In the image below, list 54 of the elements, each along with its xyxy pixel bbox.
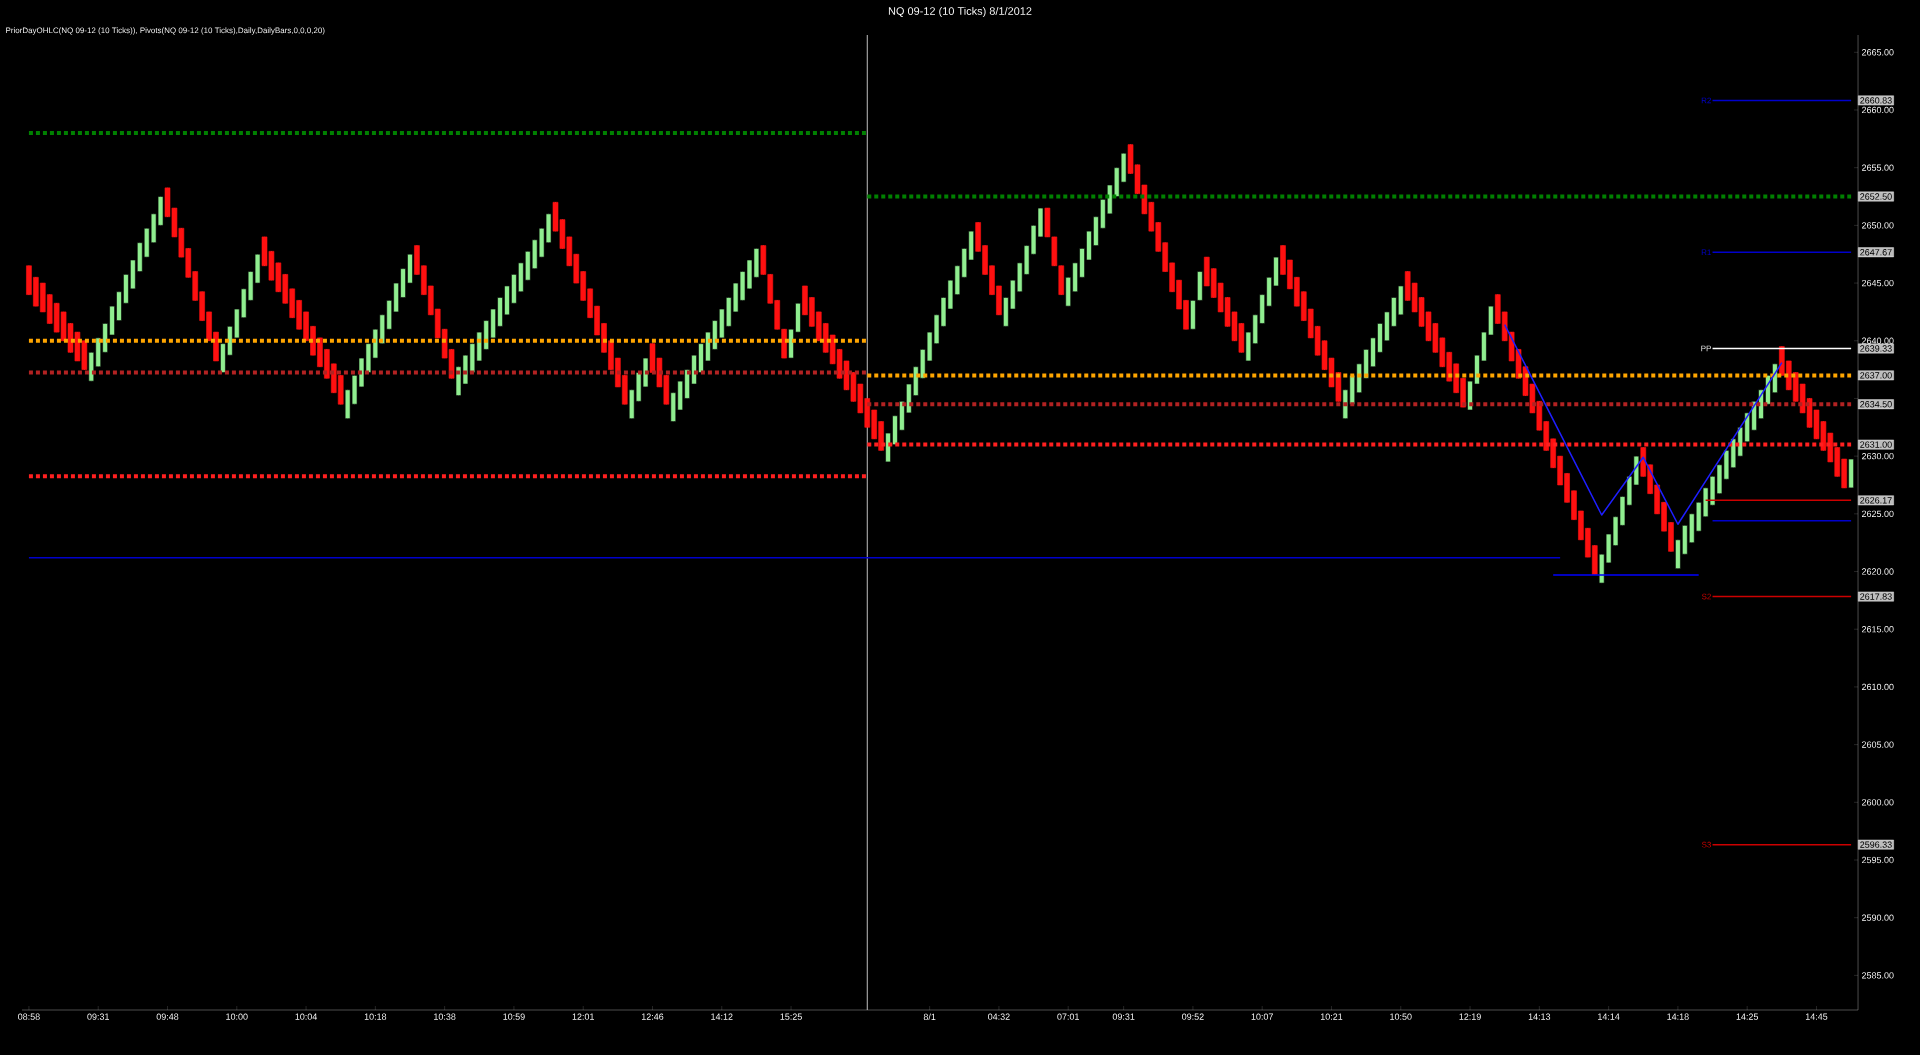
x-tick-label: 09:48: [156, 1013, 179, 1020]
x-tick-label: 14:45: [1805, 1013, 1828, 1020]
y2-tick-label: 2647.67: [1860, 249, 1892, 256]
y-tick-label: 2620.00: [1862, 568, 1894, 575]
x-tick-label: 10:07: [1251, 1013, 1273, 1020]
x-tick-label: 10:38: [434, 1013, 456, 1020]
y-tick-label: 2630.00: [1862, 452, 1894, 460]
x-tick-label: 08:58: [18, 1013, 40, 1020]
y2-tick-label: 2631.00: [1860, 441, 1892, 448]
x-tick-label: 12:01: [572, 1013, 594, 1020]
chart-title: NQ 09-12 (10 Ticks) 8/1/2012: [888, 6, 1032, 18]
x-tick-label: 10:04: [295, 1013, 318, 1020]
x-tick-label: 07:01: [1057, 1013, 1079, 1020]
y2-tick-label: 2660.83: [1860, 97, 1892, 104]
y-tick-label: 2645.00: [1862, 279, 1894, 287]
y2-tick-label: 2596.33: [1860, 841, 1892, 848]
x-tick-label: 14:14: [1598, 1013, 1620, 1020]
y-tick-label: 2610.00: [1862, 683, 1894, 691]
x-tick-label: 14:13: [1528, 1013, 1551, 1020]
y-tick-label: 2665.00: [1862, 49, 1894, 56]
x-tick-label: 09:31: [1112, 1013, 1135, 1020]
x-tick-label: 8/1: [923, 1013, 936, 1021]
x-tick-label: 12:19: [1459, 1013, 1481, 1020]
x-tick-label: 14:18: [1667, 1013, 1689, 1020]
y2-tick-label: 2637.00: [1860, 372, 1892, 379]
y-tick-label: 2655.00: [1862, 164, 1894, 171]
y2-tick-label: 2639.33: [1860, 345, 1892, 352]
y2-tick-label: 2634.50: [1860, 401, 1892, 408]
y-tick-label: 2590.00: [1862, 914, 1894, 921]
y2-tick-label: 2626.17: [1860, 497, 1892, 504]
y2-tick-label: 2617.83: [1860, 593, 1892, 600]
x-tick-label: 09:31: [87, 1013, 109, 1020]
y-tick-label: 2600.00: [1862, 799, 1894, 806]
y-tick-label: 2585.00: [1862, 972, 1894, 979]
y-tick-label: 2595.00: [1862, 856, 1894, 864]
x-tick-label: 09:52: [1182, 1013, 1204, 1020]
x-tick-label: 10:18: [364, 1013, 387, 1020]
y-tick-label: 2625.00: [1862, 510, 1894, 518]
y-tick-label: 2660.00: [1862, 106, 1894, 114]
x-tick-label: 10:50: [1390, 1013, 1412, 1020]
y-tick-label: 2650.00: [1862, 222, 1894, 229]
y-tick-label: 2640.00: [1862, 337, 1894, 344]
y2-tick-label: 2652.50: [1860, 193, 1892, 200]
x-tick-label: 14:25: [1736, 1013, 1759, 1020]
line-series: [1503, 323, 1783, 525]
x-tick-label: 10:59: [503, 1013, 525, 1020]
x-tick-label: 12:46: [641, 1013, 664, 1020]
x-tick-label: 04:32: [988, 1013, 1010, 1020]
x-tick-label: 10:00: [226, 1013, 248, 1020]
y-tick-label: 2605.00: [1862, 741, 1894, 748]
x-tick-label: 10:21: [1320, 1013, 1343, 1020]
x-tick-label: 15:25: [780, 1013, 802, 1020]
y-tick-label: 2615.00: [1862, 626, 1894, 633]
x-tick-label: 14:12: [711, 1013, 733, 1020]
